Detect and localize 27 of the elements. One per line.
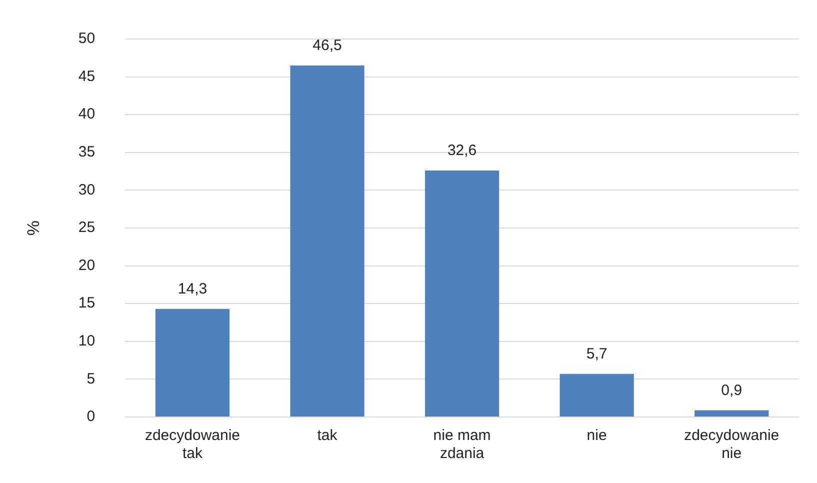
x-tick-label: zdecydowanie tak: [144, 427, 240, 462]
y-axis-title: %: [24, 220, 43, 236]
data-label: 0,9: [721, 382, 742, 399]
bar: [424, 170, 500, 416]
y-tick-label: 35: [78, 144, 96, 161]
data-label: 5,7: [586, 346, 608, 363]
y-tick-label: 25: [78, 219, 96, 236]
y-tick-label: 30: [78, 181, 96, 198]
y-tick-label: 10: [78, 332, 96, 350]
data-label: 46,5: [312, 37, 342, 54]
bar: [155, 308, 230, 416]
bar: [290, 65, 364, 416]
y-tick-label: 0: [86, 408, 96, 426]
data-label: 14,3: [178, 280, 208, 298]
y-tick-label: 20: [78, 256, 96, 274]
y-tick-label: 45: [78, 68, 96, 85]
data-label: 32,6: [447, 142, 477, 160]
y-tick-label: 50: [78, 30, 96, 48]
x-tick-label: nie: [586, 427, 607, 444]
x-tick-label: nie mam zdania: [433, 427, 491, 462]
bar: [694, 410, 769, 416]
y-tick-label: 40: [78, 106, 96, 123]
x-tick-label: tak: [317, 427, 338, 444]
y-tick-label: 15: [78, 294, 96, 312]
y-tick-label: 5: [86, 370, 96, 388]
bar: [560, 374, 634, 416]
x-tick-label: zdecydowanie nie: [684, 427, 780, 462]
